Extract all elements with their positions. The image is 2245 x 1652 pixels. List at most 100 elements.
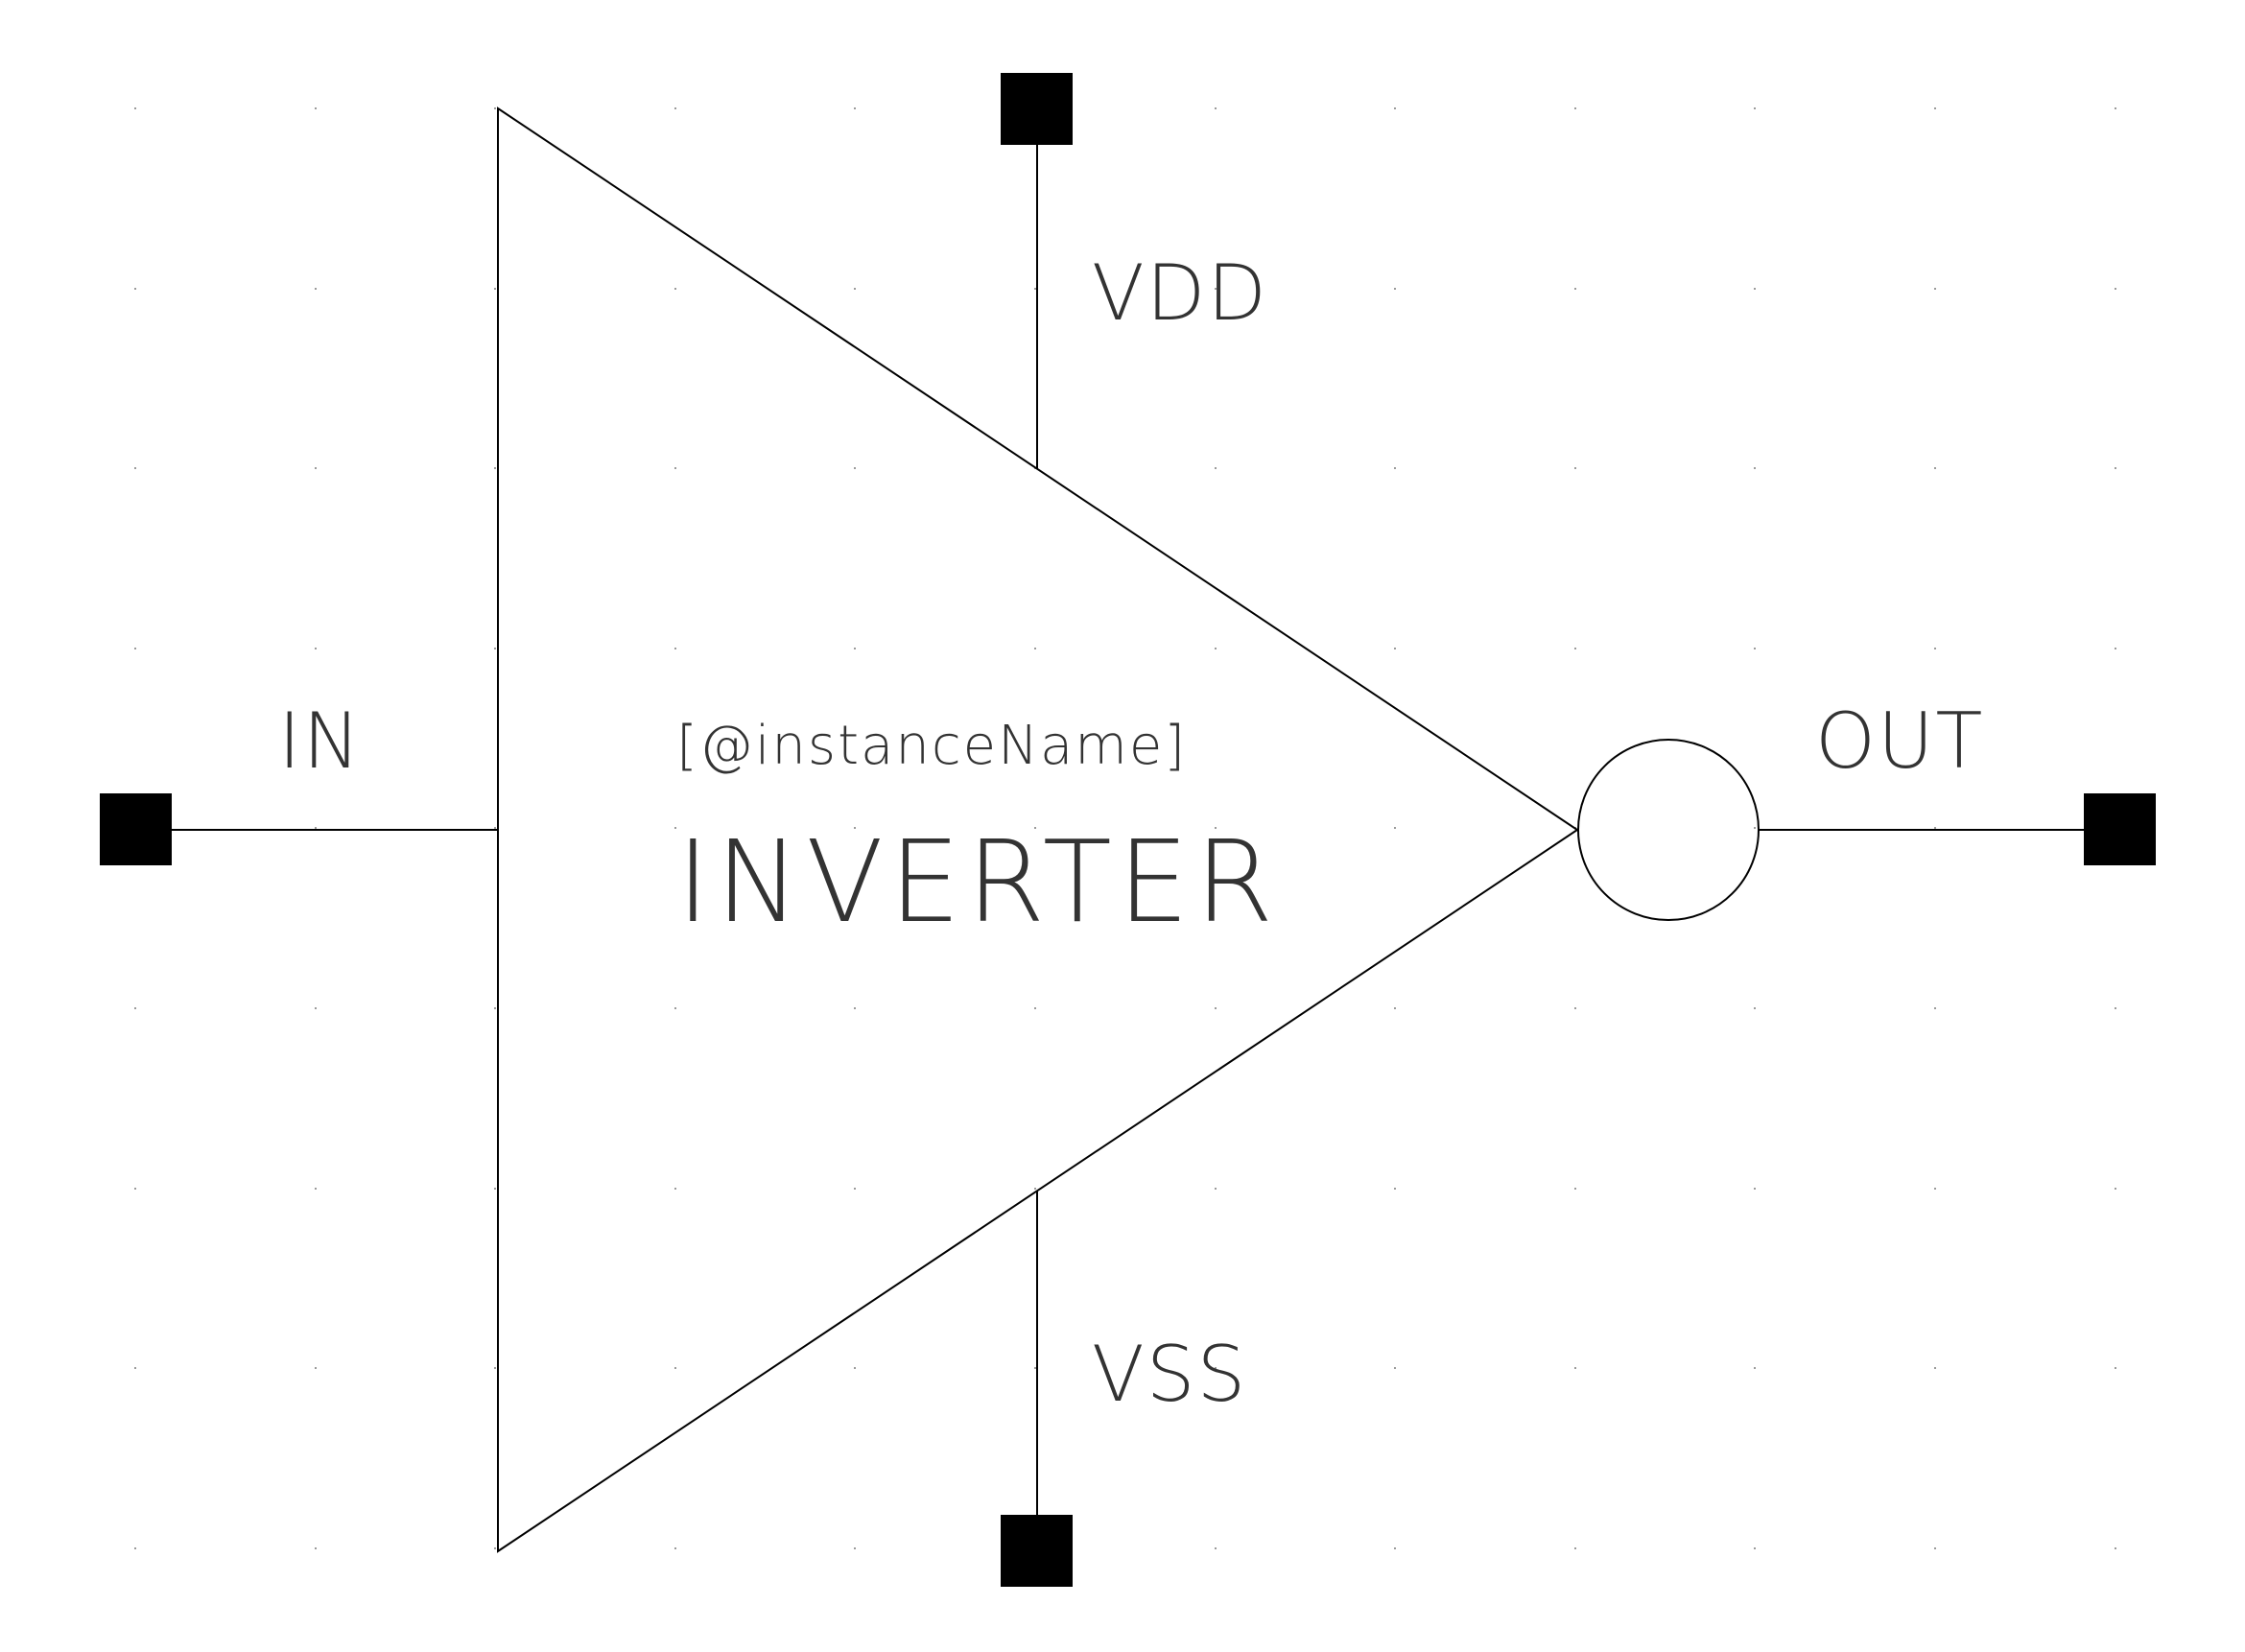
grid-dot: [315, 1188, 317, 1190]
grid-dot: [1754, 827, 1756, 829]
grid-dot: [854, 1007, 856, 1009]
vdd-pin[interactable]: [1001, 73, 1073, 145]
grid-dot: [134, 288, 136, 290]
grid-dot: [1754, 1007, 1756, 1009]
vss-pin-label: VSS: [1092, 1330, 1247, 1419]
grid-dot: [1754, 1188, 1756, 1190]
grid-dot: [1215, 1007, 1217, 1009]
grid-dot: [1215, 467, 1217, 469]
grid-dot: [1574, 107, 1576, 109]
grid-dot: [2115, 648, 2116, 649]
grid-dot: [1034, 648, 1036, 649]
grid-dot: [1754, 1367, 1756, 1369]
grid-dot: [1934, 1007, 1936, 1009]
grid-dot: [1574, 1367, 1576, 1369]
grid-dot: [315, 107, 317, 109]
grid-dot: [674, 288, 676, 290]
grid-dot: [315, 1547, 317, 1549]
grid-dot: [134, 1188, 136, 1190]
in-pin-label: IN: [278, 696, 362, 786]
grid-dot: [1394, 1007, 1396, 1009]
grid-dot: [2115, 1547, 2116, 1549]
grid-dot: [1034, 288, 1036, 290]
grid-dot: [1934, 1547, 1936, 1549]
in-pin[interactable]: [100, 793, 172, 865]
grid-dot: [674, 107, 676, 109]
grid-dot: [2115, 1367, 2116, 1369]
grid-dot: [674, 648, 676, 649]
grid-dot: [854, 467, 856, 469]
grid-dot: [2115, 467, 2116, 469]
out-pin[interactable]: [2084, 793, 2156, 865]
inversion-bubble: [1577, 739, 1760, 921]
grid-dot: [1215, 1188, 1217, 1190]
grid-dot: [674, 827, 676, 829]
grid-dot: [315, 827, 317, 829]
grid-dot: [854, 1367, 856, 1369]
grid-dot: [1934, 1188, 1936, 1190]
grid-dot: [1574, 1188, 1576, 1190]
grid-dot: [674, 467, 676, 469]
grid-dot: [1574, 288, 1576, 290]
grid-dot: [1934, 107, 1936, 109]
grid-dot: [674, 1367, 676, 1369]
grid-dot: [315, 467, 317, 469]
grid-dot: [1754, 467, 1756, 469]
grid-dot: [494, 107, 496, 109]
grid-dot: [494, 1367, 496, 1369]
grid-dot: [134, 107, 136, 109]
grid-dot: [1215, 648, 1217, 649]
grid-dot: [1394, 288, 1396, 290]
grid-dot: [1394, 648, 1396, 649]
grid-dot: [1574, 1007, 1576, 1009]
grid-dot: [2115, 1188, 2116, 1190]
grid-dot: [1034, 1188, 1036, 1190]
grid-dot: [674, 1007, 676, 1009]
grid-dot: [315, 1367, 317, 1369]
grid-dot: [1215, 107, 1217, 109]
grid-dot: [1215, 288, 1217, 290]
grid-dot: [674, 1188, 676, 1190]
instance-name-label: [@instanceName]: [676, 715, 1187, 777]
grid-dot: [315, 648, 317, 649]
grid-dot: [494, 648, 496, 649]
wires: [172, 145, 2084, 1515]
grid-dot: [1394, 467, 1396, 469]
grid-dot: [1034, 827, 1036, 829]
labels: IN OUT VDD VSS [@instanceName] INVERTER: [278, 248, 1982, 1419]
grid-dot: [315, 1007, 317, 1009]
grid-dot: [1394, 107, 1396, 109]
grid-dot: [1215, 1547, 1217, 1549]
grid-dot: [854, 288, 856, 290]
grid-dot: [1754, 648, 1756, 649]
grid-dot: [134, 467, 136, 469]
grid-dot: [134, 1007, 136, 1009]
grid-dot: [315, 288, 317, 290]
grid-dot: [1754, 288, 1756, 290]
grid-dot: [494, 467, 496, 469]
grid-dot: [674, 1547, 676, 1549]
grid-dot: [494, 1547, 496, 1549]
pins[interactable]: [100, 73, 2156, 1587]
grid-dot: [1934, 288, 1936, 290]
grid-dot: [1934, 467, 1936, 469]
grid-dot: [1574, 467, 1576, 469]
grid-dot: [494, 1007, 496, 1009]
grid-dot: [1215, 827, 1217, 829]
grid-dot: [1754, 1547, 1756, 1549]
grid-dot: [1754, 107, 1756, 109]
grid-dot: [2115, 1007, 2116, 1009]
grid-dot: [1574, 648, 1576, 649]
grid-dot: [1934, 1367, 1936, 1369]
grid-dots: [134, 107, 2116, 1549]
vss-pin[interactable]: [1001, 1515, 1073, 1587]
grid-dot: [1034, 1367, 1036, 1369]
grid-dot: [1034, 1007, 1036, 1009]
vdd-pin-label: VDD: [1092, 248, 1268, 338]
grid-dot: [854, 827, 856, 829]
grid-dot: [134, 648, 136, 649]
grid-dot: [1934, 648, 1936, 649]
grid-dot: [494, 288, 496, 290]
grid-dot: [494, 1188, 496, 1190]
